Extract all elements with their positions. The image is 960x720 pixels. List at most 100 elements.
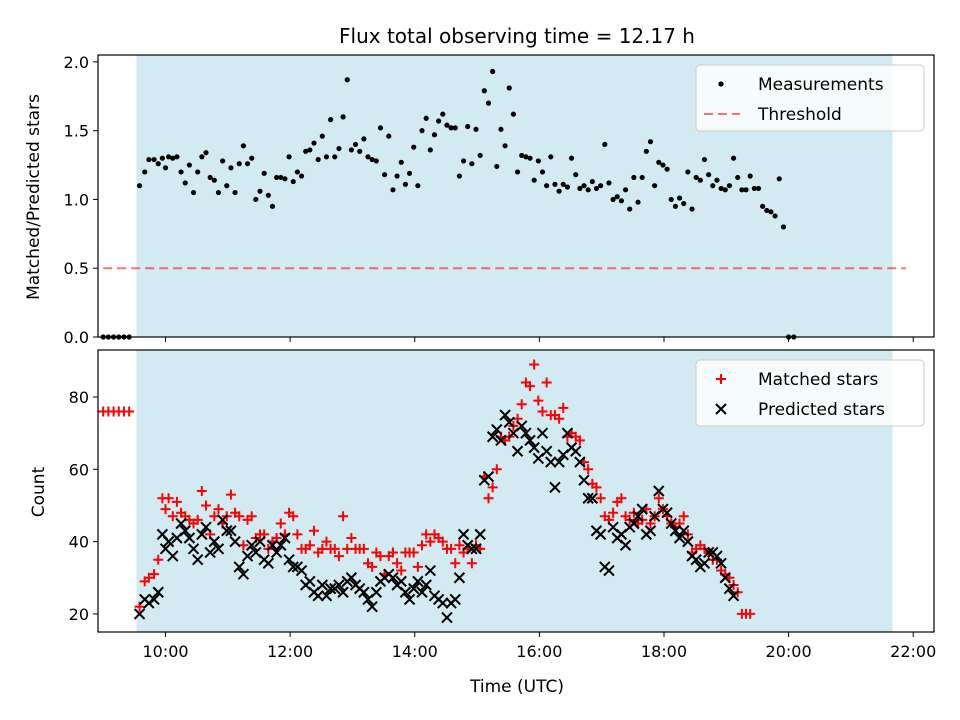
predicted-star-point: [495, 434, 507, 447]
x-tick-label: 14:00: [392, 642, 438, 661]
predicted-star-point: [536, 427, 549, 439]
measurement-point: [390, 187, 396, 193]
predicted-star-point: [449, 593, 461, 606]
measurement-point: [398, 159, 404, 165]
predicted-star-point: [403, 593, 416, 606]
star-count-panel: Count 20 40 60 80 10:00 12:00 14:00 16:00 18:00 2…: [29, 349, 936, 661]
predicted-star-point: [183, 532, 196, 544]
measurement-point: [220, 158, 226, 164]
predicted-star-point: [653, 485, 665, 497]
measurement-point: [527, 155, 533, 161]
y-tick-label: 60: [69, 460, 89, 479]
matched-star-point: [466, 558, 477, 569]
matched-star-point: [487, 482, 498, 493]
predicted-star-point: [241, 550, 254, 562]
bottom-y-axis-label: Count: [29, 466, 49, 517]
matched-star-point: [745, 608, 756, 619]
measurement-point: [382, 172, 388, 178]
measurement-point: [294, 169, 300, 175]
measurement-point: [485, 100, 492, 106]
measurement-point: [776, 176, 782, 182]
measurement-point: [146, 156, 152, 163]
measurement-point: [190, 189, 197, 196]
predicted-star-point: [570, 445, 582, 457]
matched-star-point: [412, 561, 423, 572]
measurement-point: [240, 143, 246, 149]
matched-star-point: [653, 493, 664, 504]
matched-star-point: [234, 511, 245, 522]
matched-star-point: [196, 486, 207, 496]
measurement-point: [332, 154, 338, 160]
measurement-point: [444, 122, 450, 128]
matched-star-point: [529, 359, 540, 370]
y-tick-label: 1.0: [64, 190, 89, 209]
measurement-point: [510, 111, 517, 117]
predicted-star-point: [466, 543, 478, 555]
measurement-point: [685, 169, 691, 175]
predicted-star-point: [424, 564, 437, 577]
measurement-point: [602, 141, 608, 148]
legend-predicted-marker: [715, 403, 727, 415]
matched-star-point: [437, 536, 448, 547]
matched-star-point: [329, 543, 340, 554]
matched-star-point: [153, 554, 164, 565]
predicted-star-point: [586, 492, 599, 504]
predicted-star-point: [191, 553, 204, 566]
predicted-star-point: [516, 420, 528, 432]
predicted-star-point: [540, 445, 553, 457]
measurement-point: [469, 161, 475, 167]
measurement-point: [502, 143, 508, 149]
matched-star-point: [367, 561, 378, 572]
measurement-point: [352, 141, 359, 148]
measurement-point: [456, 173, 463, 179]
legend-entry-label: Predicted stars: [758, 400, 885, 420]
matched-star-point: [338, 511, 349, 522]
matched-star-point: [246, 511, 257, 522]
measurement-point: [539, 169, 546, 175]
measurement-point: [224, 183, 230, 189]
top-y-axis-label: Matched/Predicted stars: [24, 94, 44, 300]
matched-star-point: [525, 381, 536, 392]
matched-star-point: [516, 399, 527, 410]
measurement-point: [689, 206, 695, 212]
predicted-star-point: [482, 470, 495, 483]
legend-measurements-marker: [718, 81, 724, 87]
predicted-star-point: [233, 561, 245, 573]
matched-star-point: [583, 464, 594, 475]
predicted-star-point: [275, 539, 287, 551]
predicted-star-point: [216, 514, 229, 526]
measurement-point: [631, 174, 637, 181]
measurement-point: [211, 177, 217, 183]
predicted-star-point: [441, 611, 453, 624]
measurement-point: [282, 176, 288, 182]
measurement-point: [598, 183, 604, 189]
matched-star-point: [616, 493, 627, 504]
measurement-point: [170, 155, 176, 161]
predicted-star-point: [511, 445, 524, 457]
measurement-point: [319, 133, 325, 139]
predicted-star-point: [162, 535, 175, 548]
measurement-point: [440, 111, 446, 117]
measurement-point: [174, 154, 180, 160]
matched-star-point: [558, 402, 569, 413]
matched-star-point: [408, 547, 419, 558]
measurement-point: [228, 165, 234, 171]
measurement-point: [373, 158, 379, 164]
predicted-star-point: [312, 590, 324, 602]
matched-star-point: [554, 413, 565, 424]
predicted-star-point: [545, 456, 557, 468]
predicted-star-point: [678, 525, 690, 537]
predicted-star-point: [204, 546, 216, 559]
measurement-point: [660, 162, 666, 168]
predicted-star-point: [279, 532, 291, 544]
matched-star-point: [678, 511, 689, 522]
predicted-star-point: [453, 572, 466, 584]
predicted-star-point: [594, 528, 607, 541]
legend-matched-marker: [716, 374, 726, 384]
predicted-star-point: [366, 600, 378, 613]
measurement-point: [668, 196, 674, 203]
predicted-star-point: [719, 572, 731, 584]
predicted-star-point: [420, 579, 432, 591]
matched-star-point: [192, 514, 203, 525]
measurement-point: [411, 144, 417, 150]
